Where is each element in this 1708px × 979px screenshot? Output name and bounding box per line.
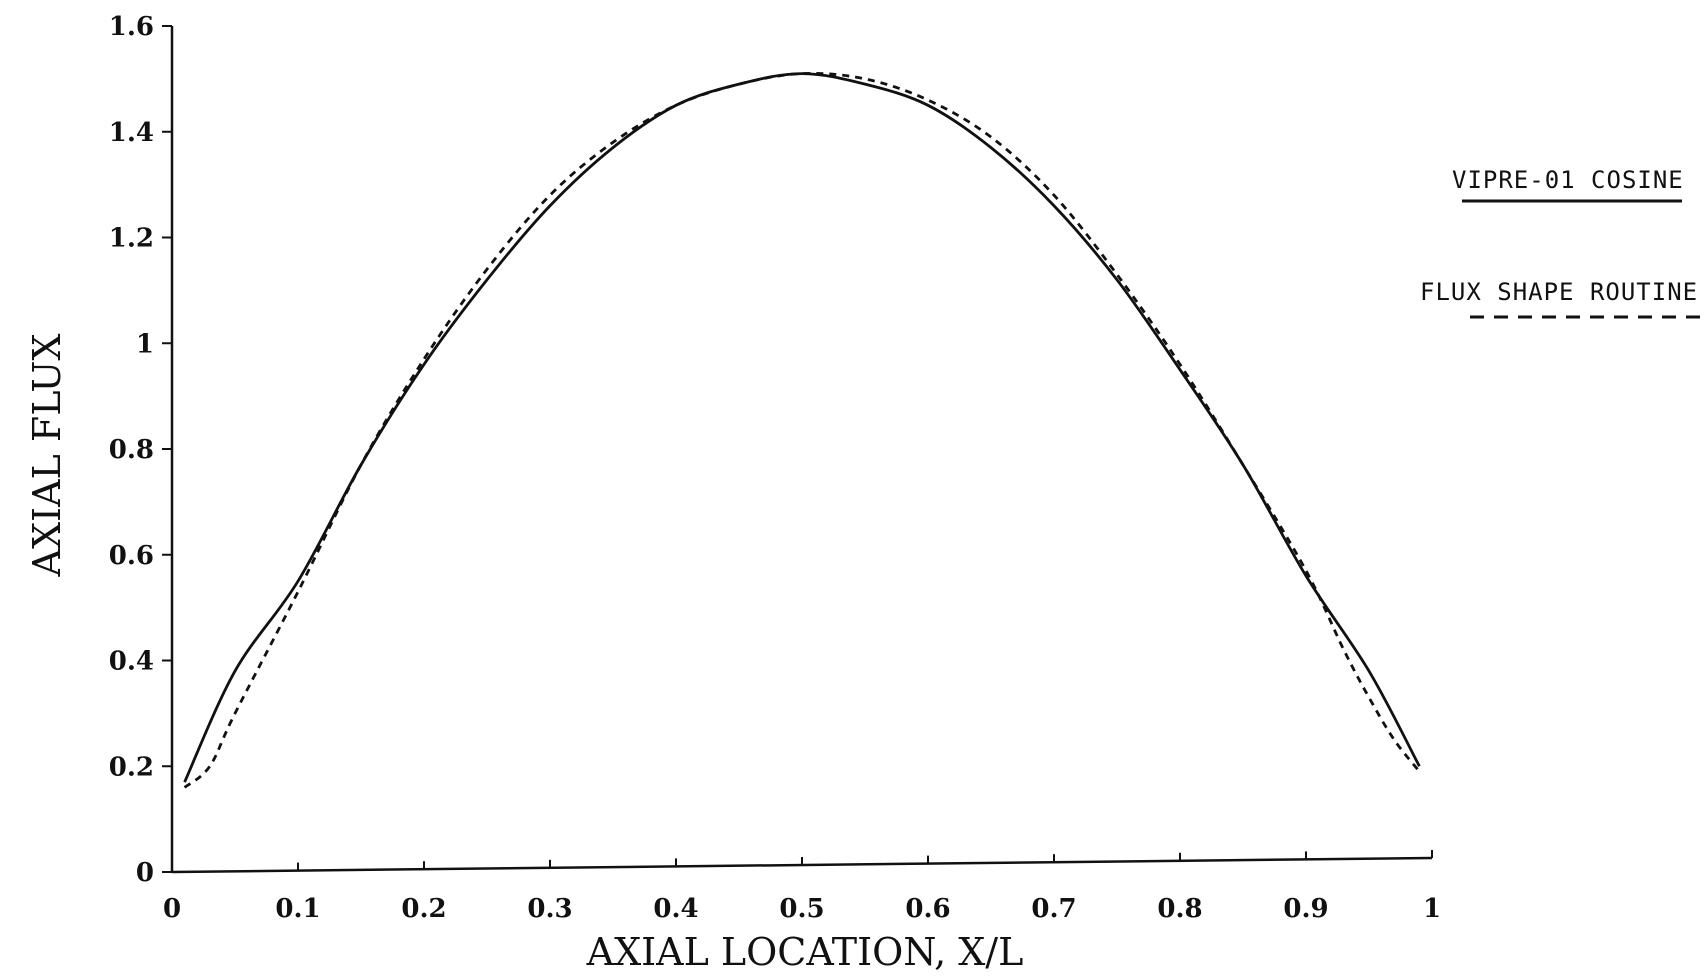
y-tick-label: 0.6 [109, 541, 154, 571]
legend-label-flux-shape-routine: FLUX SHAPE ROUTINE [1420, 278, 1698, 306]
series-line-flux-shape-routine [183, 71, 1421, 789]
legend-label-vipre-01-cosine: VIPRE-01 COSINE [1452, 166, 1684, 194]
x-tick-label: 0.8 [1157, 894, 1202, 924]
x-tick-label: 0.2 [401, 894, 446, 924]
x-tick-label: 0.1 [275, 894, 320, 924]
x-tick-label: 0.3 [527, 894, 572, 924]
x-axis-ticks: 0 0.1 0.2 0.3 0.4 0.5 0.6 0.7 0.8 0.9 1 [163, 850, 1441, 924]
x-tick-label: 0.7 [1031, 894, 1076, 924]
y-tick-label: 0.2 [109, 752, 154, 782]
x-tick-label: 0.5 [779, 894, 824, 924]
x-tick-label: 0.4 [653, 894, 698, 924]
y-axis-ticks: 0 0.2 0.4 0.6 0.8 1 1.2 1.4 1.6 [109, 12, 172, 888]
y-tick-label: 1.6 [109, 12, 154, 42]
x-tick-label: 1 [1423, 894, 1441, 924]
x-tick-label: 0.9 [1283, 894, 1328, 924]
legend: VIPRE-01 COSINE FLUX SHAPE ROUTINE [1420, 166, 1700, 319]
series-layer [183, 71, 1421, 789]
y-tick-label: 0 [136, 858, 154, 888]
y-tick-label: 0.4 [109, 647, 154, 677]
y-axis-title: AXIAL FLUX [25, 334, 69, 578]
y-tick-label: 1.4 [109, 118, 154, 148]
axes [170, 26, 1433, 874]
x-tick-label: 0 [163, 894, 181, 924]
y-tick-label: 1 [136, 329, 154, 359]
x-axis-title: AXIAL LOCATION, X/L [586, 930, 1024, 974]
series-line-vipre-01-cosine [183, 72, 1421, 783]
y-tick-label: 0.8 [109, 435, 154, 465]
x-tick-label: 0.6 [905, 894, 950, 924]
y-tick-label: 1.2 [109, 224, 154, 254]
